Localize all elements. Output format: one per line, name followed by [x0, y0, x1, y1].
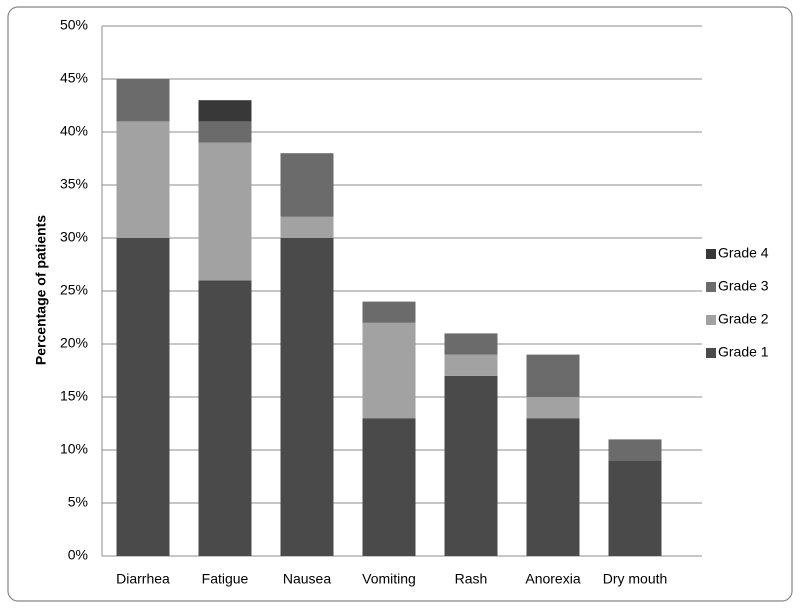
- y-tick-label: 25%: [60, 282, 88, 298]
- bar-segment: [280, 216, 334, 238]
- bar-segment: [362, 301, 416, 323]
- legend-swatch: [706, 282, 716, 292]
- bar-segment: [116, 238, 170, 556]
- x-tick-label: Fatigue: [202, 571, 249, 587]
- x-tick-label: Vomiting: [362, 571, 416, 587]
- bar-segment: [198, 280, 252, 556]
- bar-segment: [444, 354, 498, 376]
- legend-label: Grade 1: [718, 344, 769, 360]
- x-tick-label: Nausea: [283, 571, 331, 587]
- y-tick-label: 5%: [68, 494, 88, 510]
- y-tick-label: 40%: [60, 123, 88, 139]
- x-tick-label: Dry mouth: [603, 571, 668, 587]
- bar-segment: [526, 418, 580, 556]
- bar-segment: [444, 375, 498, 556]
- bar-segment: [198, 142, 252, 281]
- legend-label: Grade 4: [718, 245, 769, 261]
- y-tick-label: 10%: [60, 441, 88, 457]
- bar-segment: [116, 121, 170, 238]
- bar-segment: [608, 460, 662, 556]
- y-tick-label: 45%: [60, 70, 88, 86]
- x-tick-label: Diarrhea: [116, 571, 170, 587]
- x-tick-label: Anorexia: [525, 571, 580, 587]
- bar-segment: [280, 153, 334, 217]
- legend-swatch: [706, 315, 716, 325]
- y-tick-label: 35%: [60, 176, 88, 192]
- y-axis-title: Percentage of patients: [33, 215, 49, 365]
- bar-segment: [444, 333, 498, 355]
- bar-segment: [608, 439, 662, 461]
- bar-segment: [198, 121, 252, 143]
- bar-segment: [116, 79, 170, 122]
- x-tick-label: Rash: [455, 571, 488, 587]
- bar-segment: [362, 322, 416, 419]
- bar-segment: [362, 418, 416, 556]
- bar-segment: [198, 100, 252, 122]
- bar-segment: [526, 354, 580, 397]
- y-tick-label: 15%: [60, 388, 88, 404]
- legend-label: Grade 2: [718, 311, 769, 327]
- legend-swatch: [706, 348, 716, 358]
- bar-segment: [526, 397, 580, 419]
- legend-swatch: [706, 249, 716, 259]
- y-tick-label: 0%: [68, 547, 88, 563]
- bar-segment: [280, 238, 334, 556]
- y-tick-label: 50%: [60, 17, 88, 33]
- y-tick-label: 30%: [60, 229, 88, 245]
- legend-label: Grade 3: [718, 278, 769, 294]
- y-tick-label: 20%: [60, 335, 88, 351]
